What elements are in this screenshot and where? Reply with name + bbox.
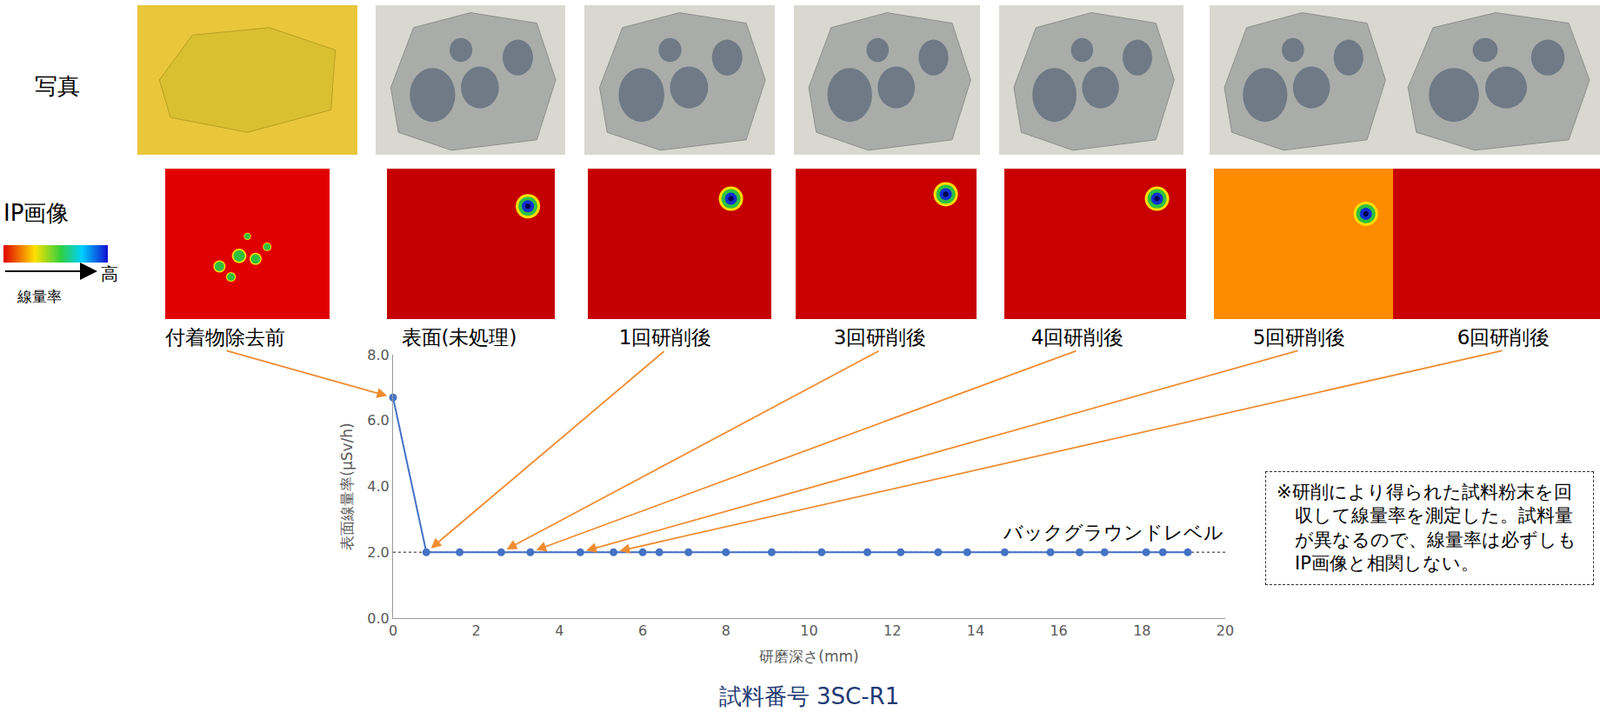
svg-text:10: 10 <box>800 622 818 640</box>
svg-text:試料番号 3SC-R1: 試料番号 3SC-R1 <box>719 683 900 710</box>
svg-text:2: 2 <box>472 622 481 640</box>
svg-text:0: 0 <box>388 622 398 640</box>
svg-text:8.0: 8.0 <box>366 346 389 364</box>
svg-text:6.0: 6.0 <box>366 412 389 429</box>
html-text:6回研削後: 6回研削後 <box>1457 326 1550 349</box>
html-text:付着物除去前: 付着物除去前 <box>165 326 286 349</box>
svg-text:バックグラウンドレベル: バックグラウンドレベル <box>1002 521 1224 544</box>
svg-text:6: 6 <box>638 622 647 640</box>
html-text:写真: 写真 <box>34 73 80 100</box>
svg-text:0.0: 0.0 <box>366 610 389 627</box>
html-text:※研削により得られた試料粉末を回収して線量率を測定した。試料: ※研削により得られた試料粉末を回収して線量率を測定した。試料量が異なるので、線量… <box>1276 481 1577 574</box>
html-text:表面(未処理): 表面(未処理) <box>401 326 517 349</box>
svg-text:表面線量率(μSv/h): 表面線量率(μSv/h) <box>338 422 356 550</box>
html-text:4回研削後: 4回研削後 <box>1031 326 1124 349</box>
svg-text:18: 18 <box>1133 622 1151 640</box>
html-text:高: 高 <box>100 263 119 285</box>
svg-text:16: 16 <box>1049 622 1067 640</box>
svg-text:2.0: 2.0 <box>366 544 389 561</box>
html-text:1回研削後: 1回研削後 <box>618 326 712 349</box>
svg-text:4.0: 4.0 <box>366 478 389 495</box>
svg-text:20: 20 <box>1216 622 1234 640</box>
html-text:線量率: 線量率 <box>17 287 62 306</box>
svg-text:12: 12 <box>883 622 901 640</box>
svg-text:8: 8 <box>721 622 731 640</box>
svg-text:14: 14 <box>966 622 985 640</box>
html-text:5回研削後: 5回研削後 <box>1252 326 1346 349</box>
html-text:3回研削後: 3回研削後 <box>833 326 927 349</box>
svg-text:4: 4 <box>554 622 564 640</box>
svg-text:研磨深さ(mm): 研磨深さ(mm) <box>759 647 859 666</box>
html-text:IP画像: IP画像 <box>3 200 70 227</box>
